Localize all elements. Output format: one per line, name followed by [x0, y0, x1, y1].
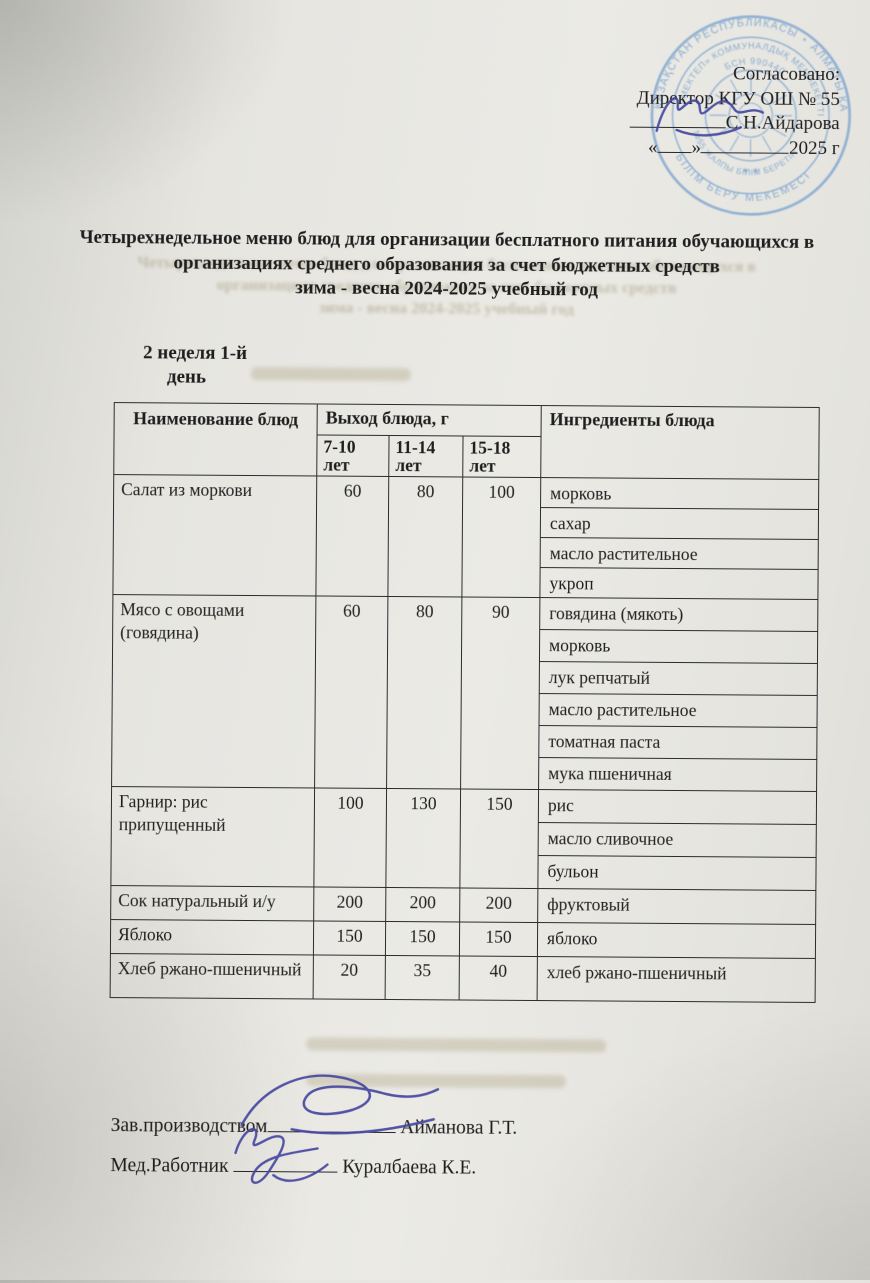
- table-header-row: Наименование блюд Выход блюда, г Ингреди…: [114, 403, 819, 439]
- dish-name-cell: Сок натуральный и/у: [111, 886, 314, 921]
- dish-name-cell: Гарнир: рис припущенный: [111, 787, 315, 887]
- dish-name-cell: Хлеб ржано-пшеничный: [110, 954, 313, 999]
- ingredient-cell: лук репчатый: [539, 662, 817, 696]
- yield-value-cell: 20: [313, 955, 385, 1000]
- ingredient-cell: яблоко: [537, 923, 815, 959]
- ingredient-cell: морковь: [539, 630, 817, 664]
- yield-value-cell: 200: [460, 888, 538, 923]
- yield-value-cell: 60: [316, 476, 389, 596]
- yield-value-cell: 80: [388, 476, 463, 597]
- day-line: день: [167, 365, 247, 390]
- yield-value-cell: 100: [462, 477, 541, 598]
- yield-value-cell: 150: [385, 921, 459, 956]
- medical-signature-icon: [221, 1117, 357, 1203]
- ingredient-cell: масло растительное: [540, 538, 818, 570]
- dish-name-cell: Мясо с овощами (говядина): [112, 595, 316, 788]
- medical-name: Куралбаева К.Е.: [342, 1157, 476, 1179]
- ingredient-cell: масло растительное: [539, 694, 817, 728]
- yield-value-cell: 90: [461, 597, 540, 790]
- yield-value-cell: 150: [313, 921, 385, 956]
- col-header-dish-name: Наименование блюд: [114, 403, 317, 476]
- director-signature-icon: [651, 87, 771, 146]
- col-header-age-11-14: 11-14 лет: [389, 435, 463, 477]
- yield-value-cell: 130: [386, 788, 461, 888]
- menu-table: Наименование блюд Выход блюда, г Ингреди…: [110, 402, 820, 1003]
- bleed-through-text: [306, 1037, 606, 1052]
- stamp-stars: ✶ ✶: [741, 166, 759, 176]
- yield-value-cell: 35: [385, 955, 459, 1000]
- ingredient-cell: хлеб ржано-пшеничный: [537, 957, 815, 1003]
- medical-label: Мед.Работник: [110, 1155, 228, 1177]
- yield-value-cell: 200: [386, 887, 460, 922]
- document-title: Четырехнедельное меню блюд для организац…: [56, 226, 836, 305]
- col-header-age-7-10: 7-10 лет: [317, 435, 389, 477]
- week-day-label: 2 неделя 1-й день: [143, 341, 247, 390]
- ingredient-cell: масло сливочное: [538, 823, 816, 858]
- yield-value-cell: 200: [314, 887, 386, 922]
- ingredient-cell: томатная паста: [539, 726, 817, 760]
- yield-value-cell: 150: [460, 789, 539, 889]
- ingredient-cell: укроп: [540, 568, 818, 600]
- ingredient-cell: морковь: [541, 478, 819, 510]
- dish-name-cell: Яблоко: [110, 920, 313, 955]
- col-header-ingredients: Ингредиенты блюда: [541, 406, 819, 480]
- yield-value-cell: 80: [387, 596, 462, 789]
- agreed-label: Согласовано:: [630, 62, 840, 88]
- ingredient-cell: фруктовый: [538, 889, 816, 925]
- yield-value-cell: 40: [459, 956, 537, 1001]
- ingredient-cell: бульон: [538, 856, 816, 891]
- dish-name-cell: Салат из моркови: [113, 475, 317, 596]
- ingredient-cell: мука пшеничная: [539, 758, 817, 792]
- yield-value-cell: 100: [314, 788, 387, 888]
- week-line: 2 неделя 1-й: [143, 341, 247, 366]
- ingredient-cell: рис: [538, 790, 816, 825]
- ingredient-cell: говядина (мякоть): [540, 598, 818, 632]
- col-header-age-15-18: 15-18 лет: [463, 436, 541, 478]
- year-label: 2025 г: [789, 137, 840, 158]
- col-header-yield: Выход блюда, г: [317, 404, 541, 437]
- ingredient-cell: сахар: [540, 508, 818, 540]
- yield-value-cell: 150: [459, 922, 537, 957]
- yield-value-cell: 60: [315, 596, 388, 788]
- bleed-through-text: [251, 367, 411, 381]
